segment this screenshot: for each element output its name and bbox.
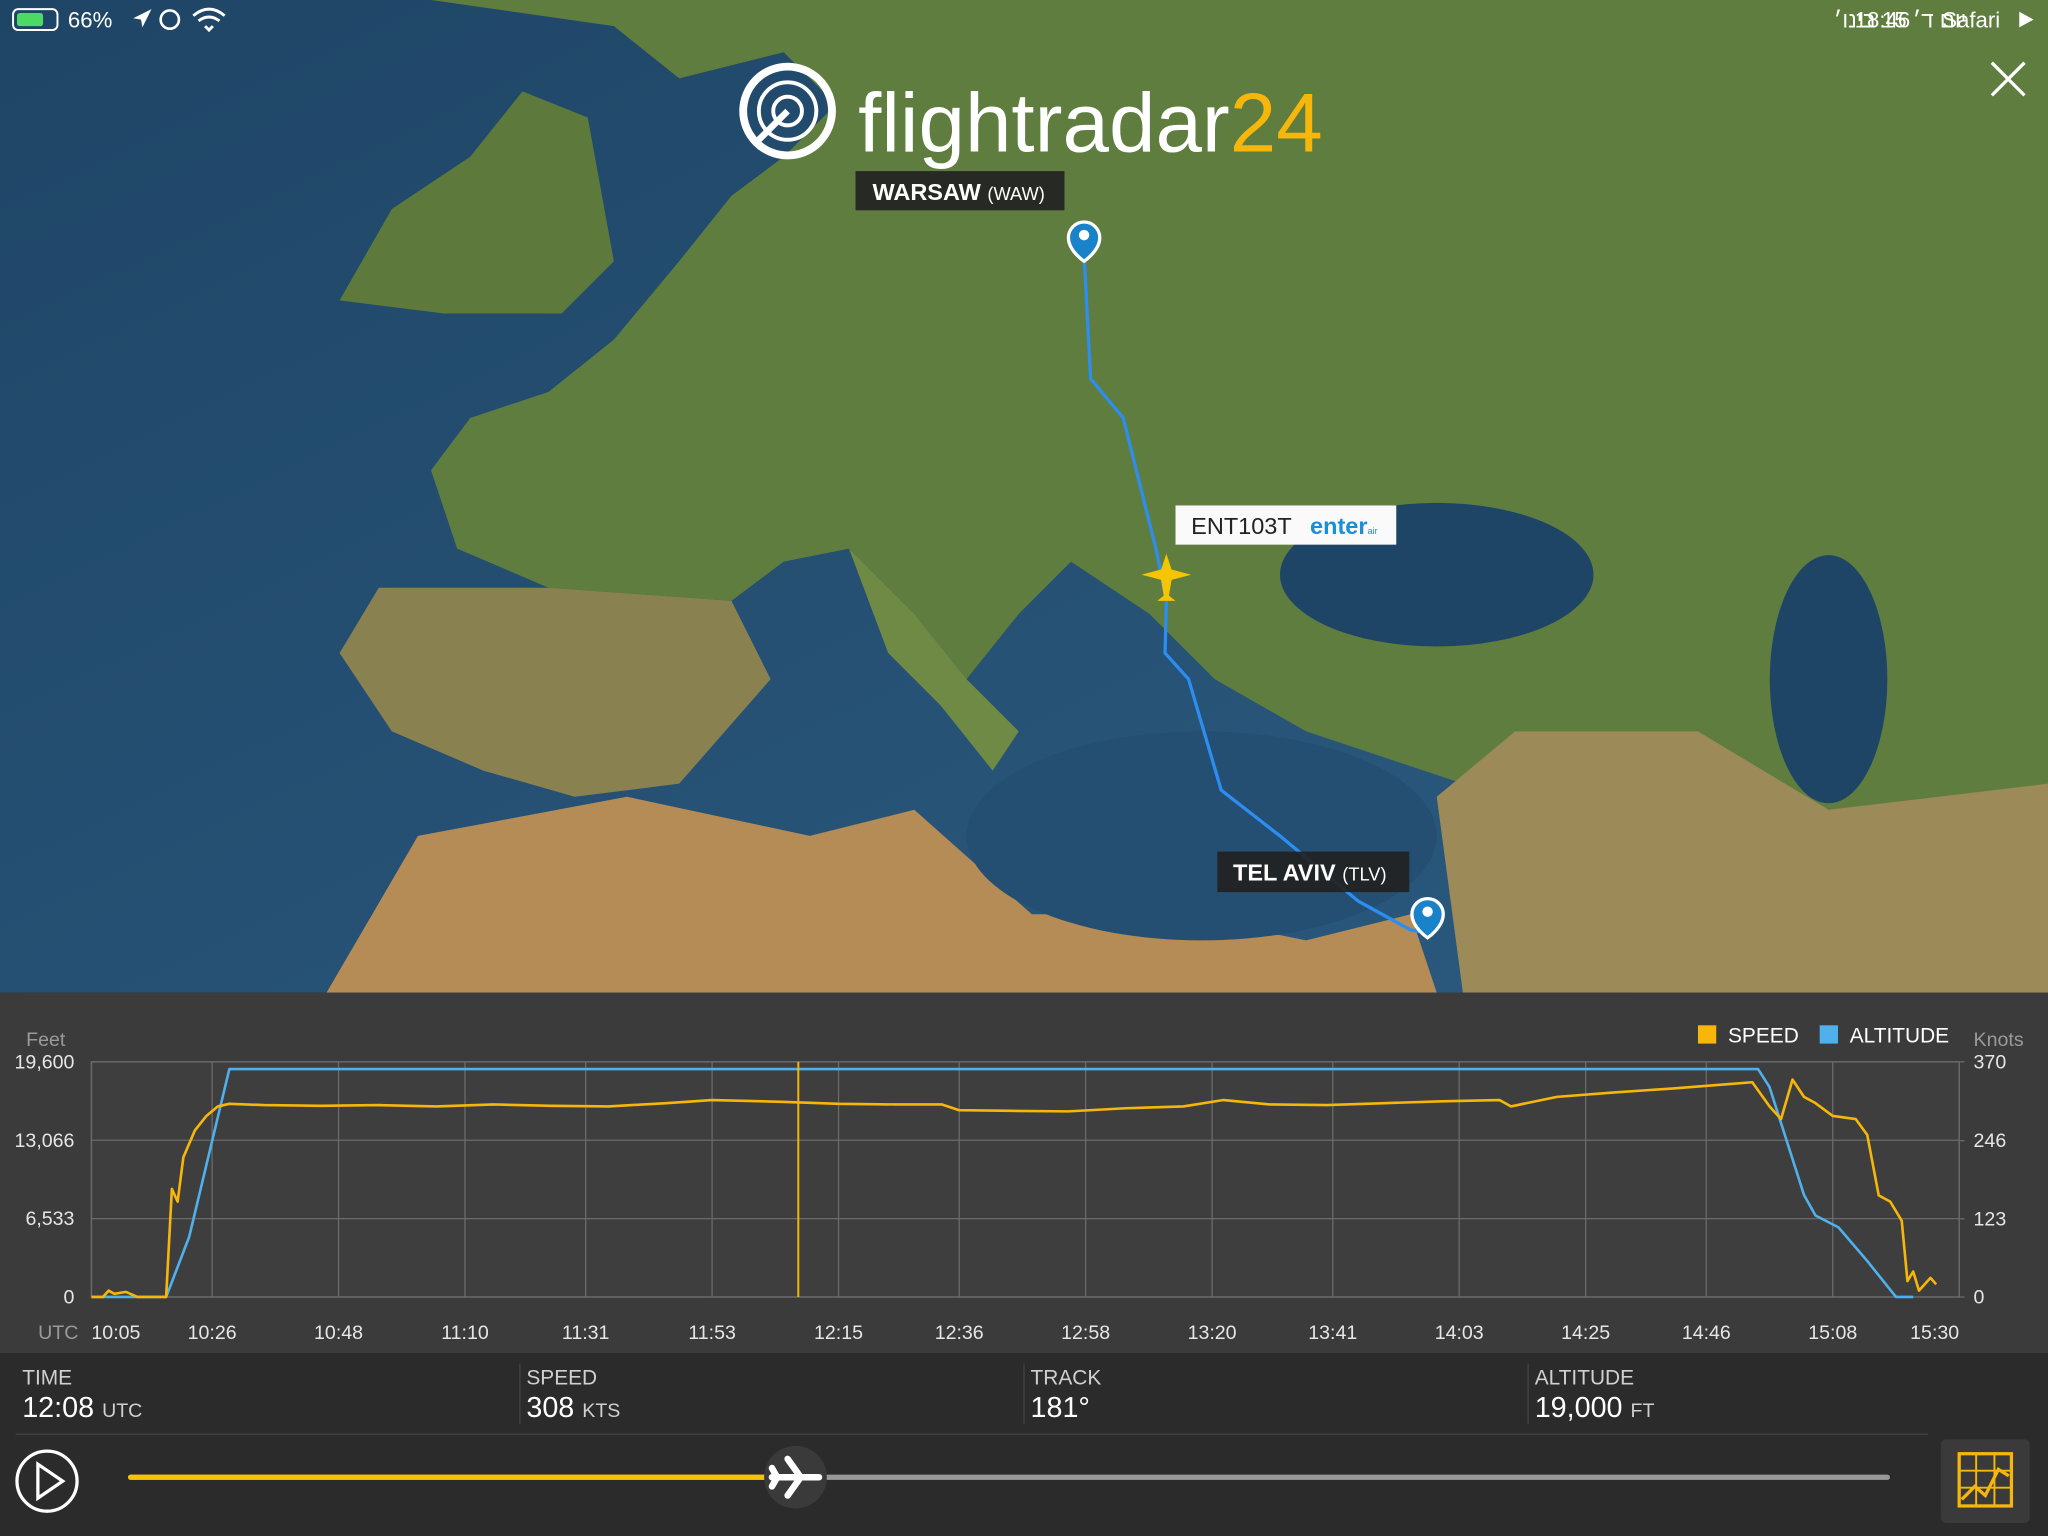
- x-tick-label: 15:08: [1808, 1322, 1857, 1344]
- speed-unit: KTS: [582, 1400, 620, 1422]
- time-value: 12:08 UTC: [22, 1392, 142, 1424]
- chart: Feet Knots UTC 0 6,533 13,066 19,600 0 123 246 370…: [15, 1024, 2024, 1343]
- status-time: 18:46: [1855, 7, 1911, 32]
- x-tick-label: 12:58: [1061, 1322, 1110, 1344]
- x-tick-label: 11:31: [562, 1322, 610, 1344]
- timeline-slider[interactable]: [128, 1445, 1890, 1509]
- series-line: [91, 1078, 1938, 1299]
- y2-tick-label: 370: [1974, 1051, 2007, 1073]
- status-date: יום ד׳ 15 בינו׳: [1834, 7, 1967, 32]
- origin-label[interactable]: WARSAW (WAW): [872, 179, 1044, 205]
- y2-tick-label: 123: [1974, 1208, 2007, 1230]
- y2-tick-label: 0: [1974, 1287, 1985, 1309]
- x-tick-label: 14:25: [1561, 1322, 1610, 1344]
- y-tick-label: 13,066: [15, 1130, 75, 1152]
- time-label: TIME: [22, 1366, 72, 1389]
- track-value: 181°: [1031, 1392, 1090, 1424]
- x-tick-label: 10:26: [188, 1322, 237, 1344]
- legend-swatch: [1697, 1025, 1717, 1044]
- close-button[interactable]: [1990, 61, 2026, 97]
- flight-callsign[interactable]: ENT103T: [1191, 513, 1292, 539]
- origin-city[interactable]: WARSAW: [872, 179, 981, 205]
- chart-toggle[interactable]: [1940, 1439, 2030, 1523]
- x-axis-title: UTC: [38, 1322, 78, 1344]
- y-tick-label: 0: [64, 1287, 75, 1309]
- x-tick-label: 10:48: [314, 1322, 363, 1344]
- info-row: TIME 12:08 UTC SPEED 308 KTS TRACK 181° …: [15, 1363, 1928, 1435]
- y2-axis-title: Knots: [1974, 1029, 2024, 1051]
- time-unit: UTC: [102, 1400, 142, 1422]
- legend-label: SPEED: [1728, 1024, 1799, 1047]
- y-tick-label: 19,600: [15, 1051, 75, 1073]
- x-tick-label: 13:41: [1308, 1322, 1357, 1344]
- x-tick-label: 15:30: [1910, 1322, 1959, 1344]
- x-tick-label: 14:03: [1435, 1322, 1484, 1344]
- speed-value: 308 KTS: [526, 1392, 620, 1424]
- y-tick-label: 6,533: [25, 1208, 74, 1230]
- x-tick-label: 11:10: [441, 1322, 489, 1344]
- track-label: TRACK: [1031, 1366, 1102, 1389]
- x-tick-label: 11:53: [688, 1322, 736, 1344]
- map: WARSAW (WAW) TEL AVIV (TLV) ENT103T ente…: [0, 0, 2048, 993]
- series-line: [91, 1067, 1914, 1299]
- slider-plane[interactable]: [768, 1455, 823, 1499]
- speed-number: 308: [526, 1392, 574, 1424]
- logo: flightradar24: [739, 62, 1323, 170]
- altitude-label: ALTITUDE: [1535, 1366, 1634, 1389]
- y-axis-title: Feet: [26, 1029, 66, 1051]
- logo-number: 24: [1230, 76, 1323, 170]
- legend-swatch: [1819, 1025, 1838, 1044]
- time-number: 12:08: [22, 1392, 94, 1424]
- x-tick-label: 14:46: [1682, 1322, 1731, 1344]
- x-tick-label: 12:36: [935, 1322, 984, 1344]
- airline-suffix: air: [1368, 526, 1378, 536]
- logo-name: flightradar: [858, 76, 1230, 170]
- destination-code[interactable]: (TLV): [1342, 863, 1386, 884]
- altitude-number: 19,000: [1535, 1392, 1623, 1424]
- destination-city[interactable]: TEL AVIV: [1233, 859, 1336, 885]
- destination-label[interactable]: TEL AVIV (TLV): [1233, 859, 1387, 885]
- speed-label: SPEED: [526, 1366, 597, 1389]
- logo-text: flightradar24: [858, 76, 1323, 170]
- x-tick-label: 10:05: [91, 1322, 140, 1344]
- altitude-unit: FT: [1631, 1400, 1655, 1422]
- x-tick-label: 12:15: [814, 1322, 863, 1344]
- airline-logo: enterair: [1310, 513, 1378, 539]
- x-tick-label: 13:20: [1188, 1322, 1237, 1344]
- play-button[interactable]: [15, 1449, 79, 1513]
- legend-label: ALTITUDE: [1850, 1024, 1949, 1047]
- status-bar: 66% יום ד׳ 15 בינו׳ 18:46 Safari: [12, 7, 2034, 97]
- y2-tick-label: 246: [1974, 1130, 2007, 1152]
- battery-level: 66%: [68, 7, 112, 32]
- plot-area: [90, 1061, 1960, 1298]
- airline-name: enter: [1310, 513, 1367, 539]
- origin-code[interactable]: (WAW): [987, 183, 1044, 204]
- altitude-value: 19,000 FT: [1535, 1392, 1655, 1424]
- back-to-app[interactable]: Safari: [1942, 7, 2000, 32]
